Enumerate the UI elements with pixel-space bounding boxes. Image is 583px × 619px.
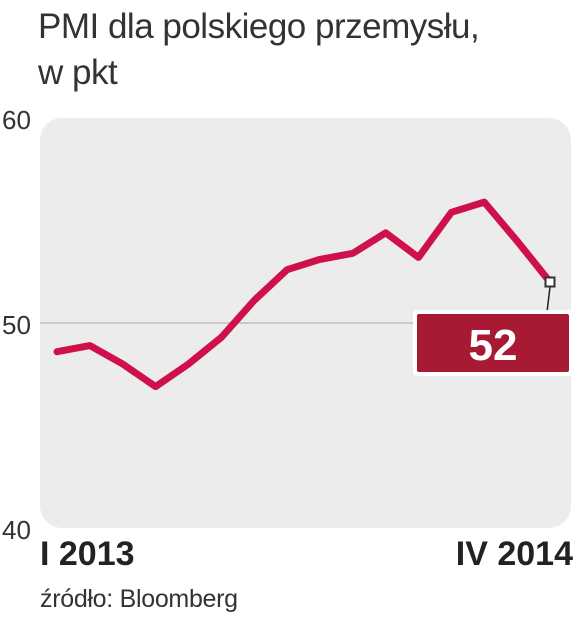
y-tick-label: 40 (2, 515, 31, 545)
y-tick-label: 60 (2, 105, 31, 135)
chart-title: PMI dla polskiego przemysłu, w pkt (38, 4, 480, 96)
title-line-1: PMI dla polskiego przemysłu, (38, 7, 480, 46)
x-tick-label-end: IV 2014 (456, 535, 573, 573)
pmi-series-line (53, 198, 554, 391)
callout-value: 52 (469, 321, 518, 370)
callout-box-fill (417, 314, 569, 372)
y-tick-label: 50 (2, 310, 31, 340)
y-tick-labels: 40 50 60 (2, 105, 31, 545)
source-note: źródło: Bloomberg (40, 585, 238, 613)
x-tick-label-start: I 2013 (40, 535, 135, 573)
callout-leader-line (546, 286, 551, 313)
last-point-marker (544, 276, 556, 288)
value-callout: 52 (413, 310, 573, 376)
title-line-2: w pkt (38, 53, 118, 92)
